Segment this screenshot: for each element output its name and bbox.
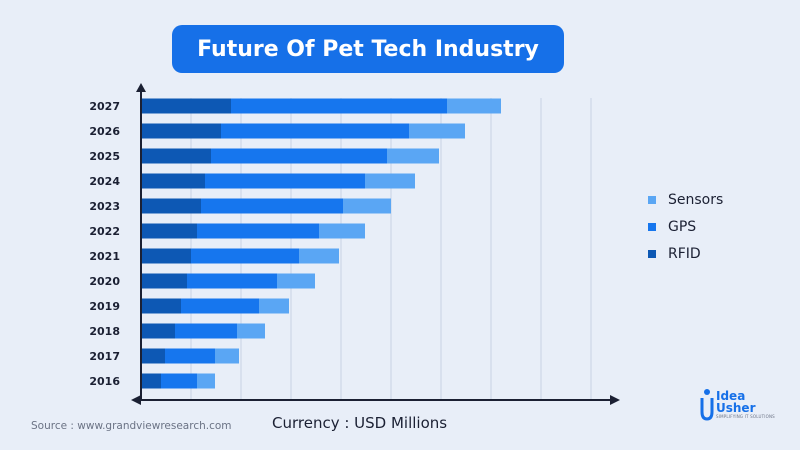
bar-rfid-2019 xyxy=(141,298,181,314)
bar-gps-2027 xyxy=(231,98,447,114)
legend-item-gps: GPS xyxy=(648,213,723,240)
y-tick-label-2025: 2025 xyxy=(89,150,120,163)
bar-gps-2025 xyxy=(211,148,387,164)
bar-gps-2020 xyxy=(187,273,277,289)
bar-gps-2023 xyxy=(201,198,343,214)
y-tick-label-2021: 2021 xyxy=(89,250,120,263)
bar-gps-2019 xyxy=(181,298,259,314)
bar-sensors-2017 xyxy=(215,348,239,364)
bar-sensors-2023 xyxy=(343,198,391,214)
bar-gps-2017 xyxy=(165,348,215,364)
bar-sensors-2025 xyxy=(387,148,439,164)
bar-sensors-2020 xyxy=(277,273,315,289)
bar-rfid-2021 xyxy=(141,248,191,264)
y-tick-label-2026: 2026 xyxy=(89,125,120,138)
y-tick-label-2019: 2019 xyxy=(89,300,120,313)
y-tick-label-2024: 2024 xyxy=(89,175,120,188)
legend-label-sensors: Sensors xyxy=(668,191,724,208)
currency-note: Currency : USD Millions xyxy=(272,414,448,432)
y-tick-labels: 2027 2026 2025 2024 2023 2022 2021 2020 2019 2018… xyxy=(89,100,120,388)
bar-rfid-2022 xyxy=(141,223,197,239)
logo-word-usher: Usher xyxy=(716,401,756,415)
x-axis-arrow-icon xyxy=(610,395,620,405)
y-tick-label-2017: 2017 xyxy=(89,350,120,363)
bar-sensors-2018 xyxy=(237,323,265,339)
bar-rfid-2016 xyxy=(141,373,161,389)
bar-gps-2026 xyxy=(221,123,409,139)
bar-rfid-2018 xyxy=(141,323,175,339)
bar-gps-2018 xyxy=(175,323,237,339)
y-tick-label-2022: 2022 xyxy=(89,225,120,238)
y-tick-label-2016: 2016 xyxy=(89,375,120,388)
y-tick-label-2027: 2027 xyxy=(89,100,120,113)
bar-rfid-2020 xyxy=(141,273,187,289)
legend: Sensors GPS RFID xyxy=(648,186,723,267)
bar-rfid-2025 xyxy=(141,148,211,164)
y-axis-arrow-icon xyxy=(136,83,146,92)
bar-sensors-2021 xyxy=(299,248,339,264)
x-axis-left-arrow-icon xyxy=(131,395,141,405)
legend-item-rfid: RFID xyxy=(648,240,723,267)
bar-sensors-2016 xyxy=(197,373,215,389)
y-tick-label-2020: 2020 xyxy=(89,275,120,288)
logo-word-idea: Idea xyxy=(716,389,746,403)
bar-rfid-2023 xyxy=(141,198,201,214)
bar-stacks xyxy=(141,98,501,389)
legend-item-sensors: Sensors xyxy=(648,186,723,213)
bar-rfid-2024 xyxy=(141,173,205,189)
bar-rfid-2017 xyxy=(141,348,165,364)
bar-rfid-2027 xyxy=(141,98,231,114)
legend-label-gps: GPS xyxy=(668,218,697,235)
legend-swatch-gps xyxy=(648,222,656,231)
bar-gps-2016 xyxy=(161,373,197,389)
bar-gps-2021 xyxy=(191,248,299,264)
bar-gps-2022 xyxy=(197,223,319,239)
bar-sensors-2024 xyxy=(365,173,415,189)
brand-logo: Idea Usher SIMPLIFYING IT SOLUTIONS xyxy=(700,388,780,422)
legend-swatch-rfid xyxy=(648,249,656,258)
bar-sensors-2019 xyxy=(259,298,289,314)
bar-sensors-2026 xyxy=(409,123,465,139)
legend-label-rfid: RFID xyxy=(668,245,701,262)
bar-sensors-2027 xyxy=(447,98,501,114)
logo-tagline: SIMPLIFYING IT SOLUTIONS xyxy=(716,414,775,419)
chart-title: Future Of Pet Tech Industry xyxy=(172,25,564,73)
y-tick-label-2018: 2018 xyxy=(89,325,120,338)
legend-swatch-sensors xyxy=(648,195,656,204)
bar-rfid-2026 xyxy=(141,123,221,139)
axes xyxy=(131,83,620,405)
y-tick-label-2023: 2023 xyxy=(89,200,120,213)
logo-mark-icon xyxy=(700,389,714,421)
bar-sensors-2022 xyxy=(319,223,365,239)
bar-gps-2024 xyxy=(205,173,365,189)
source-note: Source : www.grandviewresearch.com xyxy=(31,420,232,432)
